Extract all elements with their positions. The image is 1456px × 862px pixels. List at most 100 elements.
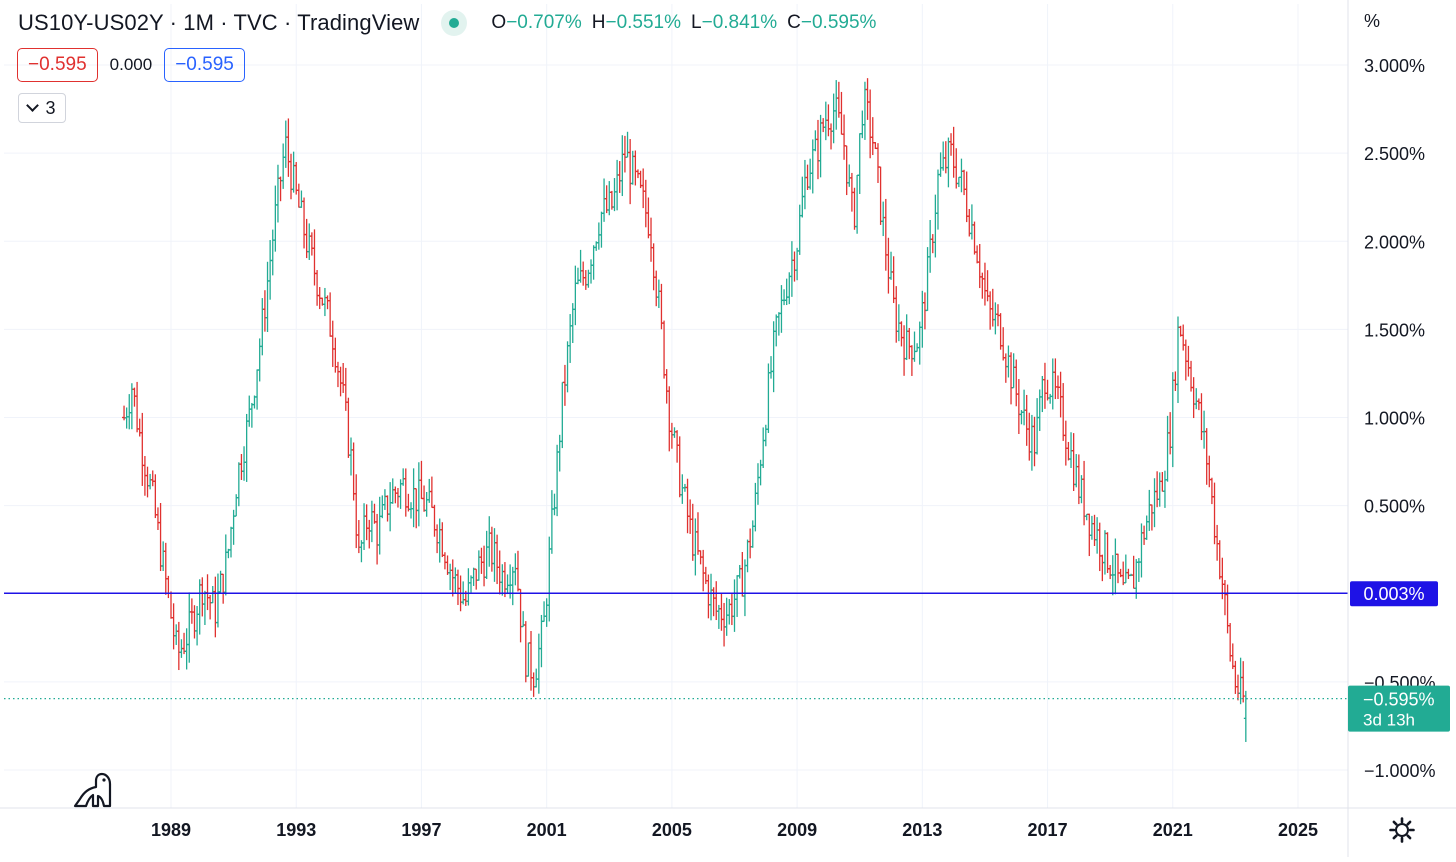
- x-tick-label: 1997: [401, 820, 441, 840]
- ohlc-bar: [526, 642, 531, 677]
- ohlc-bar: [724, 597, 729, 636]
- x-tick-label: 2017: [1028, 820, 1068, 840]
- ohlc-bar: [500, 564, 505, 596]
- ohlc-bar: [732, 579, 737, 632]
- ohlc-bar: [693, 518, 698, 576]
- ohlc-open-key: O: [491, 12, 507, 33]
- ohlc-bar: [208, 595, 213, 620]
- ohlc-bar: [766, 363, 771, 433]
- ohlc-bar: [1011, 353, 1016, 389]
- x-tick-label: 1993: [276, 820, 316, 840]
- gear-icon[interactable]: [1388, 816, 1416, 844]
- grid-lines: [4, 4, 1348, 808]
- market-status-icon[interactable]: [441, 10, 468, 36]
- ohlc-bar: [283, 120, 288, 168]
- price-scale[interactable]: 3.000% 2.500% 2.000% 1.500% 1.000% 0.500% −0.5…: [1347, 0, 1436, 857]
- ohlc-bar: [471, 567, 476, 586]
- ohlc-bar: [291, 151, 296, 193]
- ohlc-bar: [641, 168, 646, 209]
- ohlc-bar: [265, 261, 270, 332]
- ohlc-bar: [335, 361, 340, 388]
- ohlc-bar: [1186, 345, 1191, 377]
- ohlc-bar: [215, 573, 220, 628]
- symbol-title[interactable]: US10Y-US02Y · 1M · TVC · TradingView: [18, 10, 420, 35]
- ohlc-bar: [1209, 477, 1214, 505]
- ohlc-bar: [727, 599, 732, 625]
- ohlc-bar: [247, 395, 252, 427]
- ohlc-bar: [1066, 441, 1071, 461]
- ohlc-bar: [343, 367, 348, 411]
- ohlc-bar: [599, 211, 604, 248]
- ohlc-bar: [690, 503, 695, 561]
- ohlc-bar: [229, 526, 234, 558]
- ohlc-bar: [779, 285, 784, 333]
- ohlc-bar: [607, 181, 612, 216]
- ohlc-bar: [140, 412, 145, 486]
- ohlc-open: O−0.707%: [491, 12, 581, 34]
- ohlc-bar: [633, 150, 638, 186]
- ohlc-bar: [1032, 416, 1037, 467]
- ohlc-bar: [1147, 489, 1152, 531]
- ohlc-bar: [401, 468, 406, 486]
- ohlc-bar: [487, 516, 492, 567]
- ohlc-bar: [1063, 420, 1068, 466]
- collapse-indicators-button[interactable]: 3: [18, 93, 66, 123]
- ohlc-bar: [703, 566, 708, 585]
- ohlc-bar: [769, 356, 774, 379]
- ohlc-bar: [865, 78, 870, 120]
- ohlc-bar: [808, 158, 813, 190]
- ohlc-bar: [1042, 362, 1047, 409]
- ohlc-bar: [544, 598, 549, 627]
- ohlc-bar: [244, 413, 249, 482]
- ohlc-bar: [432, 504, 437, 537]
- ohlc-bar: [1003, 353, 1008, 383]
- ohlc-bar: [1102, 530, 1107, 575]
- ohlc-bar: [202, 590, 207, 626]
- ohlc-bar: [802, 159, 807, 210]
- ohlc-bar: [711, 587, 716, 617]
- ohlc-bar: [171, 603, 176, 650]
- tradingview-dino-icon[interactable]: [72, 766, 116, 810]
- ohlc-bar: [129, 383, 134, 430]
- ohlc-bar: [883, 198, 888, 271]
- ohlc-bar: [1001, 327, 1006, 361]
- ohlc-bar: [1024, 394, 1029, 446]
- ohlc-bar: [416, 462, 421, 527]
- ohlc-bar: [221, 573, 226, 604]
- ohlc-bar: [1170, 372, 1175, 468]
- ohlc-bar: [643, 179, 648, 228]
- ohlc-bar: [1160, 472, 1165, 492]
- ohlc-bar: [1235, 674, 1240, 701]
- ohlc-bar: [372, 503, 377, 524]
- ohlc-bar: [1230, 643, 1235, 670]
- ohlc-bar: [1071, 433, 1076, 491]
- ohlc-bar: [737, 564, 742, 579]
- ohlc-bar: [382, 489, 387, 510]
- ohlc-bar: [581, 261, 586, 286]
- ohlc-bar: [1084, 513, 1089, 521]
- ohlc-bar: [422, 485, 427, 512]
- time-scale[interactable]: 1989 1993 1997 2001 2005 2009 2013 2017 2021 2025: [0, 807, 1456, 840]
- ohlc-bar: [891, 256, 896, 304]
- ohlc-bar: [309, 232, 314, 256]
- ohlc-bar: [448, 563, 453, 591]
- ohlc-bar: [411, 468, 416, 528]
- indicator-value-blue[interactable]: −0.595: [164, 48, 245, 82]
- ohlc-bar: [502, 562, 507, 598]
- x-tick-label: 2005: [652, 820, 692, 840]
- indicator-value-red[interactable]: −0.595: [17, 48, 98, 82]
- ohlc-bar: [620, 135, 625, 197]
- ohlc-bar: [210, 586, 215, 604]
- ohlc-bar: [1050, 358, 1055, 410]
- ohlc-bar: [946, 137, 951, 188]
- ohlc-bar: [489, 526, 494, 572]
- ohlc-bar: [1037, 389, 1042, 432]
- ohlc-bar: [951, 126, 956, 178]
- ohlc-bar: [1035, 398, 1040, 455]
- ohlc-bar: [132, 387, 137, 407]
- ohlc-values: O−0.707% H−0.551% L−0.841% C−0.595%: [491, 12, 876, 34]
- ohlc-bar: [862, 81, 867, 140]
- indicator-count: 3: [45, 97, 56, 118]
